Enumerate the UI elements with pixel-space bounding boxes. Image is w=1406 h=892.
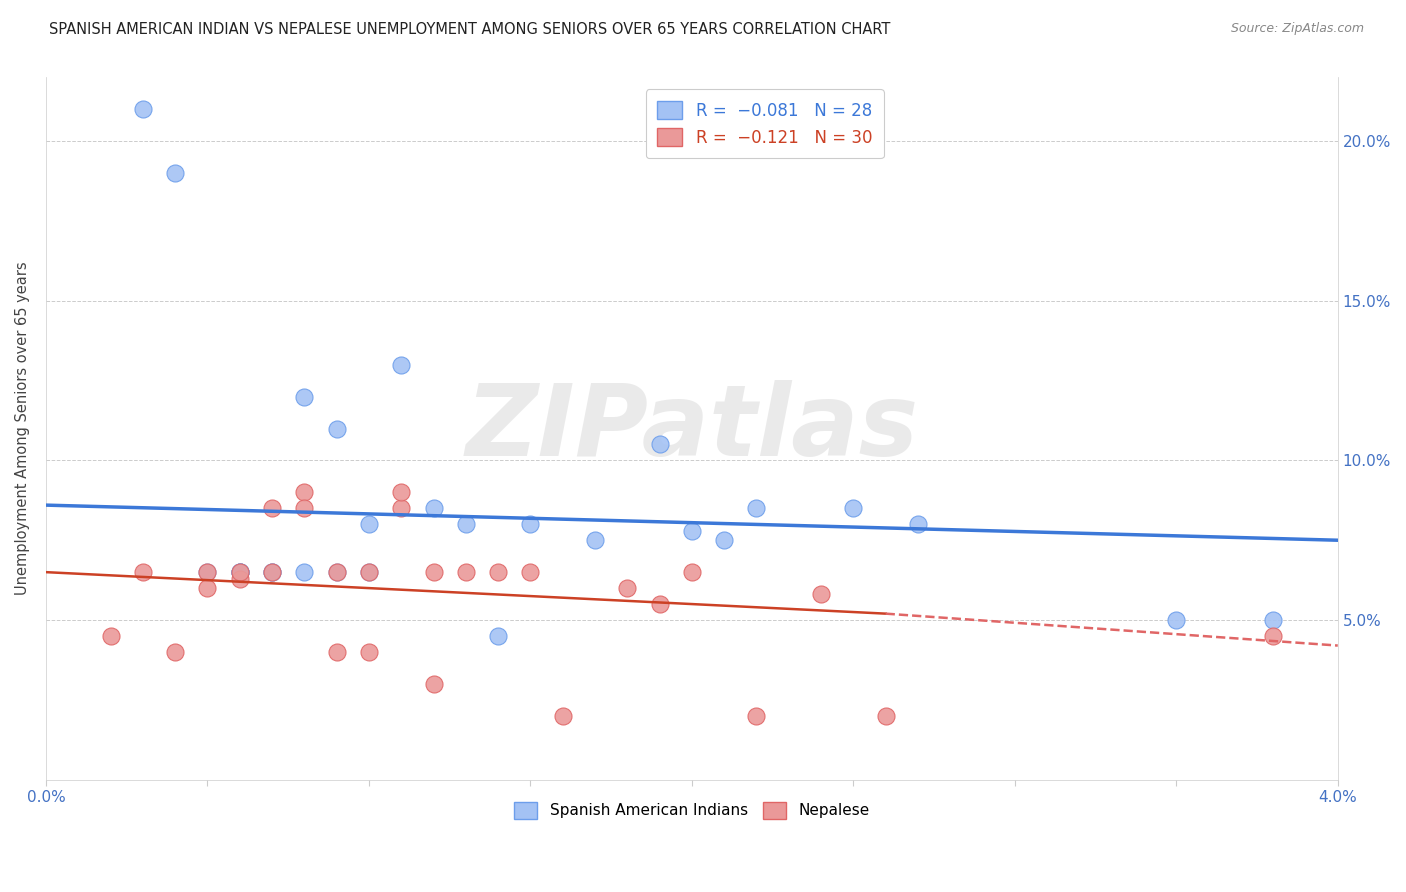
- Point: [357, 565, 380, 579]
- Legend: Spanish American Indians, Nepalese: Spanish American Indians, Nepalese: [509, 796, 876, 824]
- Point: [229, 572, 252, 586]
- Y-axis label: Unemployment Among Seniors over 65 years: Unemployment Among Seniors over 65 years: [15, 261, 30, 595]
- Point: [260, 565, 283, 579]
- Point: [648, 597, 671, 611]
- Point: [229, 565, 252, 579]
- Point: [454, 565, 477, 579]
- Point: [1263, 629, 1285, 643]
- Point: [292, 501, 315, 516]
- Point: [583, 533, 606, 548]
- Point: [325, 565, 347, 579]
- Point: [292, 565, 315, 579]
- Point: [357, 565, 380, 579]
- Point: [229, 565, 252, 579]
- Point: [519, 517, 541, 532]
- Point: [325, 421, 347, 435]
- Point: [907, 517, 929, 532]
- Point: [389, 485, 412, 500]
- Text: Source: ZipAtlas.com: Source: ZipAtlas.com: [1230, 22, 1364, 36]
- Point: [325, 565, 347, 579]
- Point: [519, 565, 541, 579]
- Point: [132, 103, 155, 117]
- Point: [454, 517, 477, 532]
- Point: [260, 565, 283, 579]
- Point: [260, 565, 283, 579]
- Point: [197, 565, 219, 579]
- Point: [681, 524, 703, 538]
- Point: [875, 708, 897, 723]
- Point: [389, 501, 412, 516]
- Point: [616, 581, 638, 595]
- Point: [648, 437, 671, 451]
- Point: [165, 645, 187, 659]
- Point: [486, 565, 509, 579]
- Point: [551, 708, 574, 723]
- Point: [100, 629, 122, 643]
- Point: [229, 565, 252, 579]
- Point: [357, 645, 380, 659]
- Point: [292, 485, 315, 500]
- Point: [810, 587, 832, 601]
- Point: [745, 501, 768, 516]
- Point: [197, 565, 219, 579]
- Point: [165, 166, 187, 180]
- Point: [1166, 613, 1188, 627]
- Point: [486, 629, 509, 643]
- Point: [681, 565, 703, 579]
- Point: [325, 645, 347, 659]
- Text: ZIPatlas: ZIPatlas: [465, 380, 918, 477]
- Point: [713, 533, 735, 548]
- Point: [229, 565, 252, 579]
- Point: [422, 501, 444, 516]
- Point: [357, 517, 380, 532]
- Point: [389, 358, 412, 372]
- Point: [745, 708, 768, 723]
- Point: [422, 677, 444, 691]
- Point: [132, 565, 155, 579]
- Point: [1263, 613, 1285, 627]
- Point: [422, 565, 444, 579]
- Point: [292, 390, 315, 404]
- Point: [197, 581, 219, 595]
- Point: [842, 501, 865, 516]
- Point: [260, 501, 283, 516]
- Text: SPANISH AMERICAN INDIAN VS NEPALESE UNEMPLOYMENT AMONG SENIORS OVER 65 YEARS COR: SPANISH AMERICAN INDIAN VS NEPALESE UNEM…: [49, 22, 890, 37]
